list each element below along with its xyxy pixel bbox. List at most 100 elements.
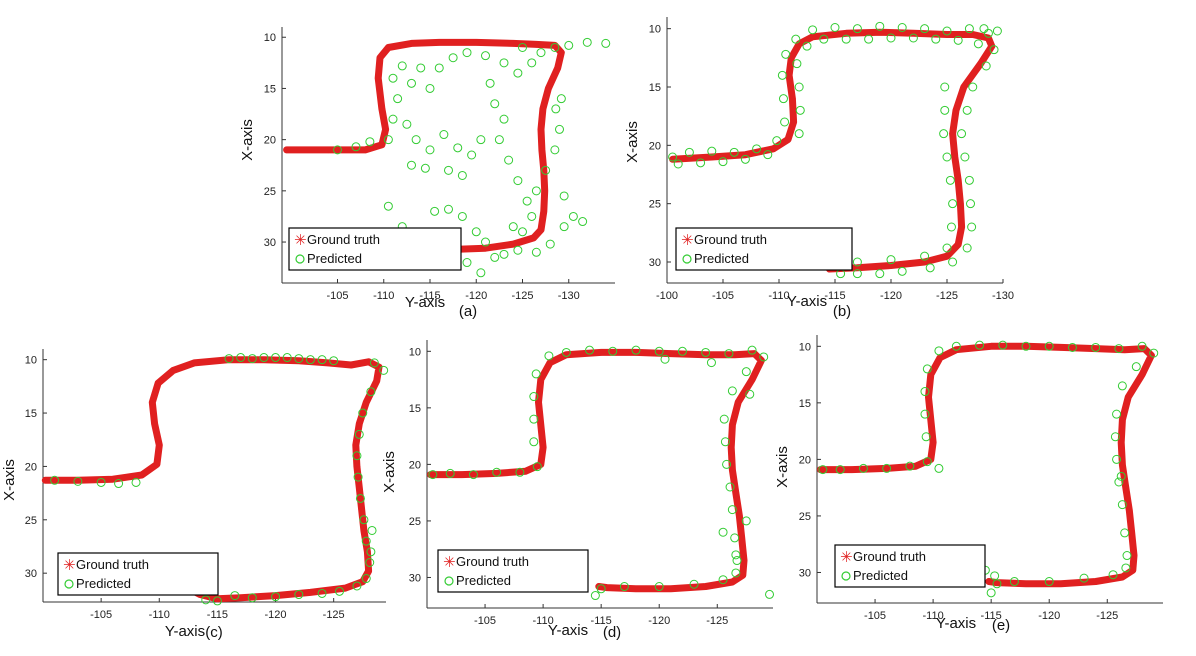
predicted-point (998, 340, 1008, 350)
ground-truth-point (955, 177, 962, 184)
ground-truth-point (987, 343, 995, 350)
legend-entry-predicted: Predicted (694, 251, 749, 266)
predicted-point (366, 387, 376, 397)
ground-truth-point (342, 584, 349, 592)
ground-truth-point (541, 187, 548, 195)
predicted-point (908, 33, 918, 43)
predicted-point (802, 41, 812, 51)
predicted-point (875, 269, 885, 279)
x-tick-label: -115 (981, 610, 1002, 622)
predicted-point (529, 437, 539, 447)
predicted-point (457, 211, 467, 221)
predicted-point (752, 144, 762, 154)
predicted-point (631, 345, 641, 355)
predicted-point (259, 353, 269, 363)
x-axis-label: Y-axis (787, 293, 827, 310)
predicted-point (444, 204, 453, 214)
ground-truth-point (537, 126, 545, 133)
x-tick-label: -120 (1038, 610, 1060, 622)
predicted-point (727, 505, 737, 515)
y-tick-label: 30 (264, 237, 276, 249)
ground-truth-point (382, 126, 389, 133)
ground-truth-point (530, 234, 537, 242)
predicted-point (383, 201, 393, 211)
predicted-point (1137, 341, 1147, 351)
ground-truth-point (1148, 352, 1155, 359)
ground-truth-point (740, 557, 748, 564)
y-tick-label: 10 (409, 346, 421, 358)
predicted-point (986, 588, 996, 598)
ground-truth-point (943, 252, 951, 260)
legend-entry-ground-truth: Ground truth (307, 232, 380, 247)
legend-circle-marker (295, 254, 305, 264)
predicted-point (1044, 577, 1054, 587)
predicted-point (897, 23, 907, 32)
predicted-point (490, 252, 500, 262)
ground-truth-point (949, 130, 956, 137)
ground-truth-point (1118, 439, 1125, 446)
ground-truth-point (473, 39, 480, 46)
predicted-point (462, 258, 472, 268)
predicted-point (352, 581, 362, 591)
ground-truth-point (537, 226, 545, 233)
predicted-point (777, 70, 787, 80)
predicted-point (230, 591, 240, 601)
predicted-point (940, 82, 950, 92)
predicted-point (875, 21, 885, 31)
predicted-point (508, 222, 518, 232)
predicted-point (590, 591, 600, 601)
predicted-point (882, 463, 892, 473)
predicted-point (513, 176, 523, 186)
legend-circle-marker (682, 254, 692, 264)
predicted-point (402, 119, 412, 129)
predicted-point (544, 351, 554, 361)
predicted-point (499, 58, 509, 68)
predicted-point (981, 61, 991, 71)
ground-truth-point (190, 359, 198, 367)
y-axis-label: X-axis (381, 451, 398, 493)
predicted-point (490, 99, 500, 109)
predicted-point (1117, 381, 1127, 391)
ground-truth-point (535, 398, 542, 406)
ground-truth-point (739, 572, 747, 579)
x-tick-label: -110 (533, 615, 554, 627)
ground-truth-point (817, 466, 824, 473)
predicted-point (925, 263, 935, 273)
predicted-point (957, 129, 967, 139)
y-tick-label: 10 (264, 32, 276, 44)
ground-truth-point (927, 416, 934, 424)
y-tick-label: 15 (799, 398, 811, 410)
predicted-point (388, 73, 398, 83)
y-tick-label: 30 (409, 572, 421, 584)
predicted-point (531, 369, 541, 379)
predicted-point (967, 222, 977, 232)
predicted-point (388, 114, 398, 124)
predicted-point (247, 354, 257, 364)
predicted-point (532, 462, 542, 472)
x-tick-label: -120 (880, 290, 902, 302)
x-tick-label: -120 (465, 290, 487, 302)
predicted-point (931, 34, 941, 44)
ground-truth-point (887, 262, 895, 269)
predicted-point (864, 34, 874, 44)
predicted-point (334, 586, 344, 596)
predicted-point (499, 249, 509, 259)
predicted-point (453, 143, 463, 153)
ground-truth-point (493, 470, 500, 477)
legend-star-marker: ✳ (681, 231, 694, 249)
ground-truth-point (595, 583, 603, 590)
predicted-point (582, 37, 592, 47)
ground-truth-point (785, 72, 793, 79)
x-tick-label: -130 (992, 290, 1014, 302)
predicted-point (1112, 454, 1122, 464)
x-tick-label: -105 (90, 609, 112, 621)
predicted-point (247, 593, 257, 603)
ground-truth-point (993, 579, 1001, 586)
x-tick-label: -110 (149, 609, 170, 621)
predicted-point (619, 582, 629, 592)
predicted-point (794, 82, 804, 92)
predicted-point (964, 24, 974, 34)
panel-label: (b) (833, 303, 851, 320)
ground-truth-point (1119, 461, 1126, 469)
predicted-point (551, 104, 561, 114)
